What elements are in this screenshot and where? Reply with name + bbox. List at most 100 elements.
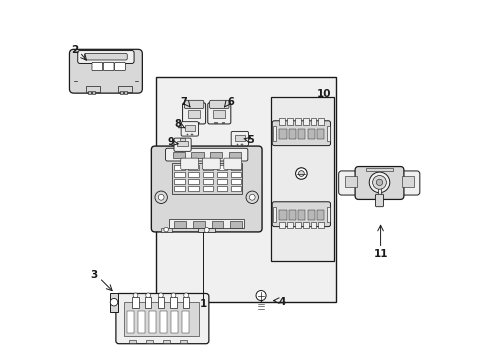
Circle shape [183, 293, 188, 298]
Bar [237, 144, 238, 145]
Bar [316, 129, 324, 139]
FancyBboxPatch shape [181, 158, 198, 170]
Bar [307, 210, 314, 220]
Bar [286, 222, 292, 228]
FancyBboxPatch shape [272, 202, 330, 227]
Bar [138, 311, 145, 333]
FancyBboxPatch shape [338, 171, 362, 195]
Text: 5: 5 [247, 135, 254, 145]
FancyBboxPatch shape [84, 53, 127, 60]
Bar [213, 111, 224, 118]
Bar [191, 152, 203, 158]
Bar [177, 141, 187, 146]
Bar [310, 118, 316, 125]
FancyBboxPatch shape [174, 138, 191, 151]
Bar [120, 91, 122, 94]
Circle shape [158, 194, 163, 200]
Text: 2: 2 [71, 45, 78, 55]
Circle shape [158, 293, 163, 298]
Bar [294, 222, 300, 228]
Bar [234, 135, 244, 141]
Bar [123, 302, 199, 336]
Circle shape [376, 179, 382, 185]
Bar [145, 297, 151, 308]
Bar [302, 222, 308, 228]
FancyBboxPatch shape [114, 62, 125, 71]
FancyBboxPatch shape [116, 293, 208, 344]
Bar [307, 129, 314, 139]
Bar [211, 221, 223, 228]
Bar [161, 228, 171, 233]
Bar [366, 168, 392, 171]
FancyBboxPatch shape [272, 121, 330, 146]
Bar [202, 172, 213, 177]
Bar [188, 186, 199, 191]
Bar [288, 210, 295, 220]
Bar [183, 297, 189, 308]
Bar [171, 311, 178, 333]
Bar [318, 222, 324, 228]
Circle shape [133, 293, 138, 298]
Bar [180, 138, 185, 141]
Bar [216, 186, 227, 191]
Bar [230, 172, 241, 177]
Circle shape [368, 172, 389, 193]
Bar [188, 179, 199, 184]
Bar [230, 165, 241, 170]
FancyBboxPatch shape [92, 62, 102, 71]
Bar [286, 118, 292, 125]
FancyBboxPatch shape [151, 146, 262, 232]
Bar [172, 152, 185, 158]
Bar [216, 179, 227, 184]
Bar [118, 86, 132, 92]
Circle shape [204, 228, 209, 233]
Bar [189, 122, 191, 123]
Bar [302, 118, 308, 125]
Circle shape [110, 298, 118, 306]
Bar [230, 179, 241, 184]
Bar [279, 129, 286, 139]
FancyBboxPatch shape [231, 131, 248, 146]
Text: 11: 11 [372, 249, 387, 259]
Bar [182, 311, 188, 333]
Bar [171, 163, 242, 194]
Bar [86, 86, 100, 92]
Bar [193, 221, 204, 228]
Bar [174, 179, 185, 184]
Circle shape [171, 293, 176, 298]
FancyBboxPatch shape [69, 49, 142, 93]
Bar [174, 172, 185, 177]
Bar [160, 311, 166, 333]
Circle shape [256, 291, 265, 301]
Bar [214, 122, 216, 123]
FancyBboxPatch shape [182, 103, 205, 124]
Bar [279, 222, 285, 228]
Bar [188, 172, 199, 177]
Bar [169, 219, 244, 228]
Text: 4: 4 [278, 297, 285, 307]
FancyBboxPatch shape [181, 122, 198, 136]
Text: 10: 10 [316, 89, 330, 99]
Text: 8: 8 [174, 119, 181, 129]
Circle shape [298, 171, 304, 176]
Bar [196, 122, 199, 123]
FancyBboxPatch shape [354, 167, 403, 199]
Circle shape [155, 191, 167, 203]
Bar [271, 97, 334, 261]
Bar [129, 340, 136, 343]
Bar [316, 210, 324, 220]
Text: 6: 6 [227, 96, 234, 107]
Bar [149, 311, 156, 333]
Bar [377, 187, 381, 196]
FancyBboxPatch shape [103, 62, 114, 71]
FancyBboxPatch shape [209, 100, 228, 108]
Bar [110, 293, 118, 312]
Bar [127, 311, 134, 333]
FancyBboxPatch shape [395, 171, 419, 195]
Bar [344, 176, 356, 187]
Bar [170, 297, 176, 308]
Bar [401, 176, 413, 187]
Bar [132, 297, 138, 308]
Bar [209, 152, 222, 158]
Bar [279, 210, 286, 220]
